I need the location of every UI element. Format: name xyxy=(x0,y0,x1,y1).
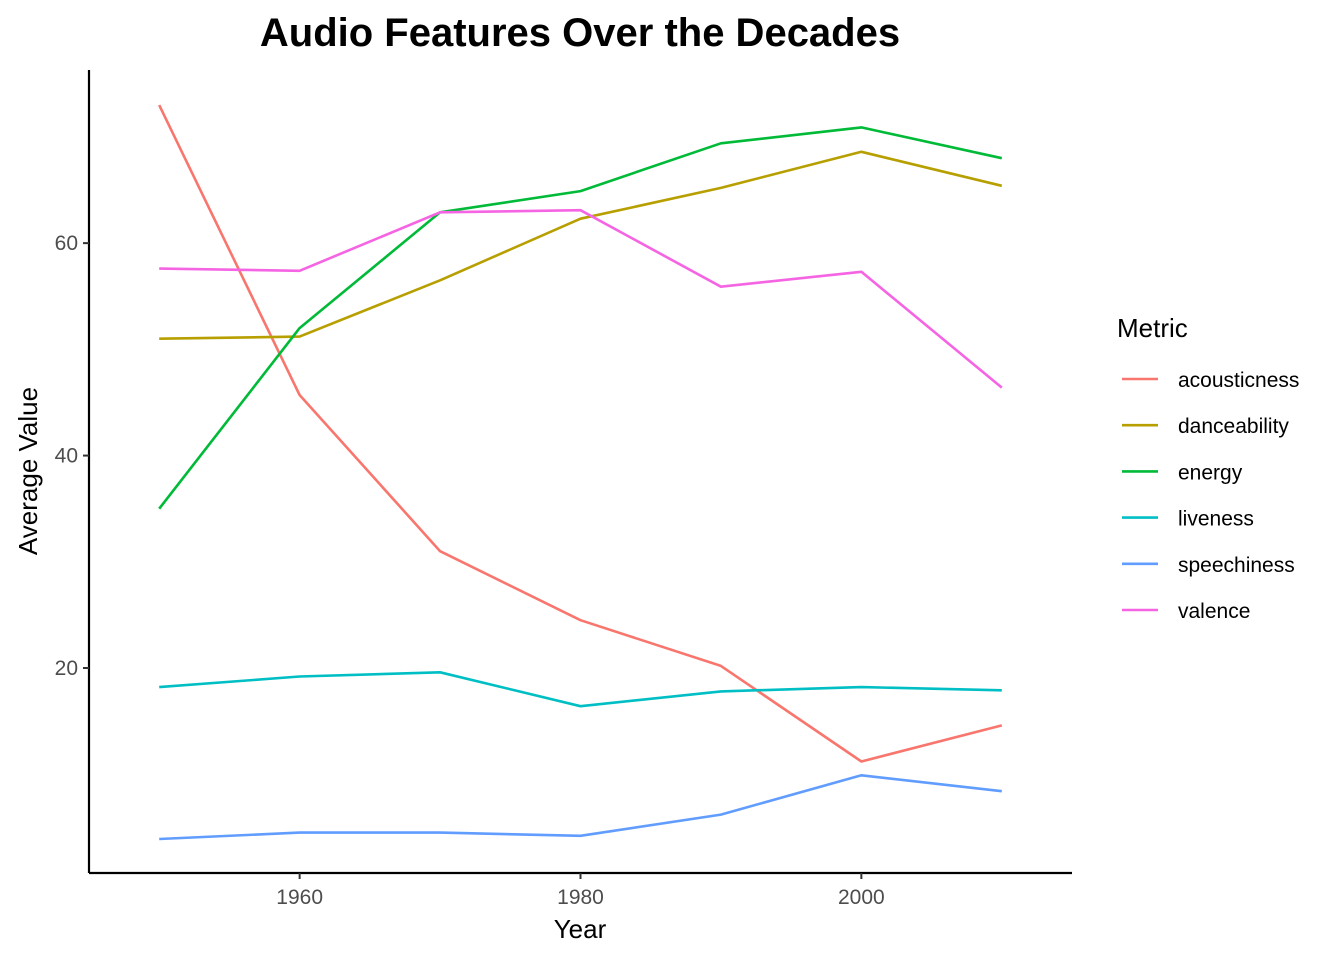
legend-label-liveness: liveness xyxy=(1178,508,1254,531)
plot-area xyxy=(158,104,1003,841)
y-tick-label: 60 xyxy=(55,232,78,255)
series-line-liveness xyxy=(159,670,1002,708)
legend-label-acousticness: acousticness xyxy=(1178,369,1299,392)
x-axis-ticks: 1960 1980 2000 xyxy=(276,873,885,909)
y-axis-ticks: 20 40 60 xyxy=(55,232,89,680)
y-tick-label: 20 xyxy=(55,657,78,680)
x-axis-title: Year xyxy=(554,914,607,944)
legend-label-valence: valence xyxy=(1178,600,1250,623)
x-tick-label: 1980 xyxy=(557,886,604,909)
x-tick-label: 1960 xyxy=(276,886,323,909)
series-line-speechiness xyxy=(159,773,1002,841)
legend-label-energy: energy xyxy=(1178,461,1243,484)
legend-label-speechiness: speechiness xyxy=(1178,554,1295,577)
legend-items: acousticness danceability energy liveness sp… xyxy=(1122,369,1299,623)
y-axis-title: Average Value xyxy=(13,387,43,555)
series-line-valence xyxy=(159,208,1003,389)
legend-label-danceability: danceability xyxy=(1178,415,1289,438)
y-tick-label: 40 xyxy=(55,445,78,468)
series-layer xyxy=(158,104,1003,841)
series-line-danceability xyxy=(159,150,1003,340)
legend-title: Metric xyxy=(1117,313,1188,343)
chart-title: Audio Features Over the Decades xyxy=(260,11,900,55)
series-line-acousticness xyxy=(158,104,1003,763)
legend: Metric acousticness danceability energy liv… xyxy=(1117,313,1299,623)
series-line-energy xyxy=(158,126,1003,510)
x-tick-label: 2000 xyxy=(838,886,885,909)
